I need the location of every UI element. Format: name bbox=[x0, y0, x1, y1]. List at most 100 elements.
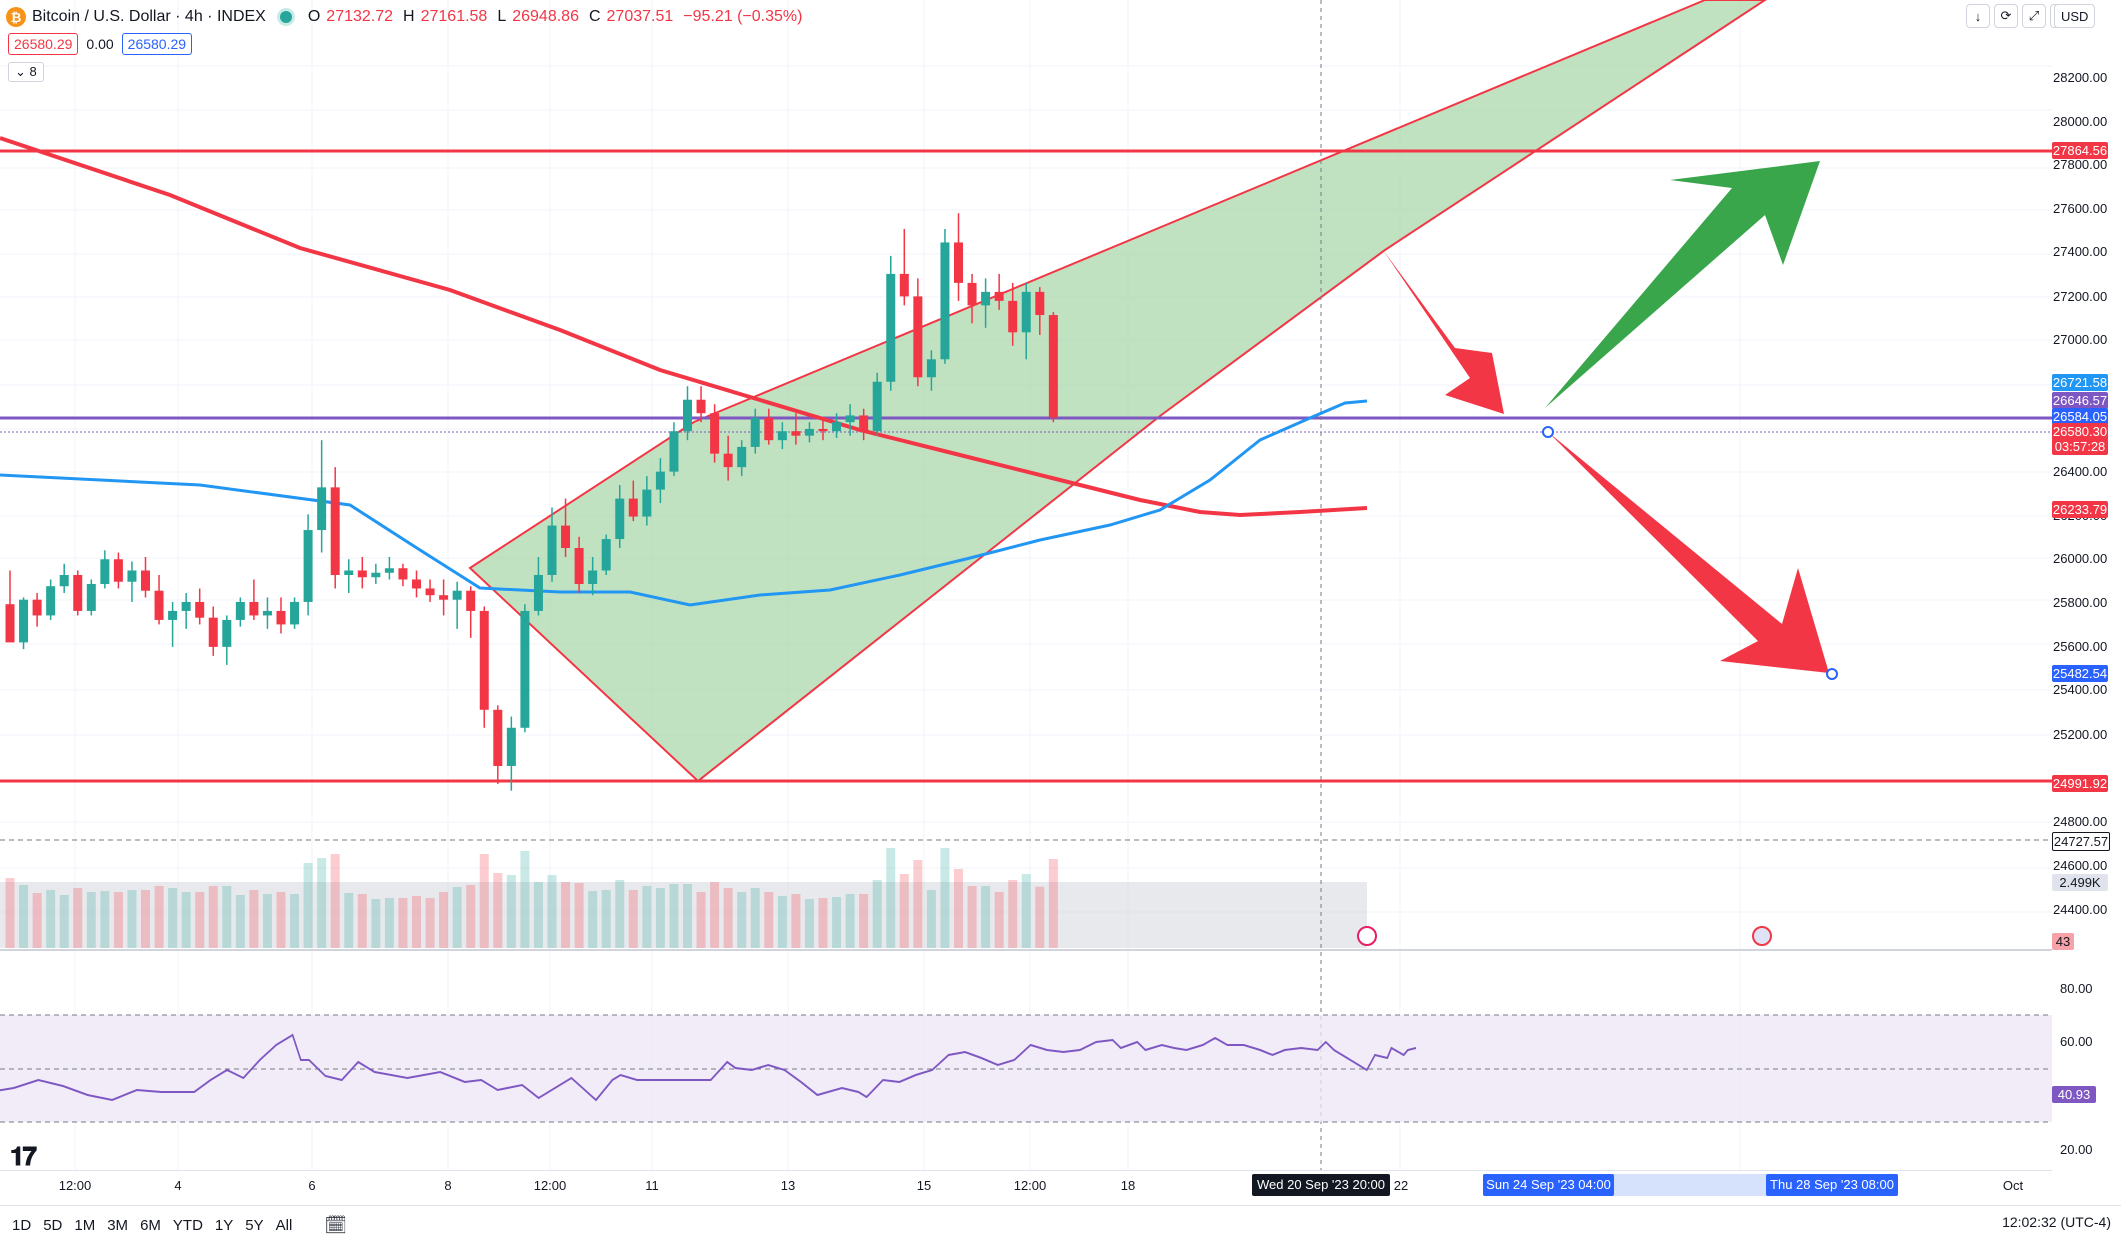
refresh-icon[interactable]: ⟳ bbox=[1994, 4, 2018, 28]
candle-body[interactable] bbox=[872, 381, 882, 432]
candle-body[interactable] bbox=[86, 583, 96, 611]
candle-body[interactable] bbox=[520, 610, 530, 728]
candle-body[interactable] bbox=[804, 428, 814, 436]
candle-body[interactable] bbox=[208, 617, 218, 647]
candle-body[interactable] bbox=[181, 601, 191, 611]
candle-body[interactable] bbox=[398, 568, 408, 580]
candle-body[interactable] bbox=[5, 604, 15, 643]
date-range-icon[interactable]: 🗓 bbox=[324, 1214, 348, 1235]
candle-body[interactable] bbox=[46, 586, 56, 616]
candle-body[interactable] bbox=[737, 446, 747, 468]
candle-body[interactable] bbox=[628, 498, 638, 517]
tradingview-logo[interactable]: 𝟏𝟕 bbox=[10, 1141, 37, 1171]
candle-body[interactable] bbox=[506, 727, 516, 766]
candle-body[interactable] bbox=[764, 417, 774, 441]
sell-price-button[interactable]: 26580.29 bbox=[8, 33, 79, 55]
candle-body[interactable] bbox=[994, 291, 1004, 301]
target-point-1[interactable] bbox=[1542, 426, 1554, 438]
candle-body[interactable] bbox=[357, 570, 367, 578]
candle-body[interactable] bbox=[954, 242, 963, 283]
candle-body[interactable] bbox=[344, 570, 354, 575]
red-arrow-down[interactable] bbox=[1548, 432, 1829, 673]
range-button-1d[interactable]: 1D bbox=[12, 1216, 32, 1234]
candle-body[interactable] bbox=[235, 601, 245, 620]
candle-body[interactable] bbox=[141, 570, 150, 591]
candle-body[interactable] bbox=[479, 610, 489, 710]
candle-body[interactable] bbox=[303, 530, 313, 602]
candle-body[interactable] bbox=[669, 431, 679, 472]
candle-body[interactable] bbox=[113, 559, 123, 582]
candle-body[interactable] bbox=[696, 399, 706, 414]
candle-body[interactable] bbox=[425, 588, 435, 596]
candle-body[interactable] bbox=[32, 599, 42, 616]
candle-body[interactable] bbox=[615, 498, 625, 540]
candle-body[interactable] bbox=[127, 570, 137, 582]
event-icon-flag[interactable] bbox=[1752, 926, 1772, 946]
symbol-title[interactable]: Bitcoin / U.S. Dollar · 4h · INDEX bbox=[32, 8, 266, 25]
candle-body[interactable] bbox=[601, 539, 611, 571]
candle-body[interactable] bbox=[547, 525, 557, 575]
candle-body[interactable] bbox=[1021, 291, 1031, 333]
fullscreen-icon[interactable]: ⤢ bbox=[2022, 4, 2046, 28]
candle-body[interactable] bbox=[845, 415, 855, 423]
candle-body[interactable] bbox=[371, 572, 381, 578]
candle-body[interactable] bbox=[750, 417, 760, 447]
candle-body[interactable] bbox=[940, 242, 950, 360]
rising-wedge-pattern[interactable] bbox=[468, 0, 1767, 783]
candle-body[interactable] bbox=[683, 399, 692, 432]
candle-body[interactable] bbox=[466, 590, 476, 611]
red-arrow-short[interactable] bbox=[1383, 250, 1504, 414]
candle-body[interactable] bbox=[276, 610, 286, 625]
candle-body[interactable] bbox=[1008, 300, 1018, 333]
candle-body[interactable] bbox=[222, 619, 232, 647]
candle-body[interactable] bbox=[533, 574, 543, 611]
candle-body[interactable] bbox=[100, 559, 110, 584]
clock[interactable]: 12:02:32 (UTC-4) bbox=[2002, 1214, 2111, 1230]
candle-body[interactable] bbox=[1035, 291, 1045, 316]
indicators-toggle[interactable]: ⌄ 8 bbox=[8, 62, 44, 82]
range-button-6m[interactable]: 6M bbox=[140, 1216, 161, 1234]
candle-body[interactable] bbox=[195, 601, 205, 618]
candle-body[interactable] bbox=[642, 489, 652, 517]
candle-body[interactable] bbox=[859, 415, 869, 432]
candle-body[interactable] bbox=[818, 428, 828, 432]
range-button-ytd[interactable]: YTD bbox=[172, 1216, 203, 1234]
candle-body[interactable] bbox=[317, 487, 327, 531]
candle-body[interactable] bbox=[439, 595, 449, 600]
candle-body[interactable] bbox=[290, 601, 300, 625]
candle-body[interactable] bbox=[981, 291, 991, 306]
candle-body[interactable] bbox=[588, 570, 598, 584]
event-icon-lightning[interactable] bbox=[1357, 926, 1377, 946]
candle-body[interactable] bbox=[791, 431, 801, 436]
currency-select[interactable]: USD bbox=[2054, 4, 2096, 28]
candle-body[interactable] bbox=[452, 590, 462, 600]
candle-body[interactable] bbox=[832, 422, 842, 432]
range-button-1m[interactable]: 1M bbox=[74, 1216, 96, 1234]
candle-body[interactable] bbox=[926, 359, 936, 378]
candle-body[interactable] bbox=[262, 610, 272, 616]
green-arrow-up[interactable] bbox=[1545, 161, 1820, 408]
range-button-5y[interactable]: 5Y bbox=[245, 1216, 264, 1234]
candle-body[interactable] bbox=[19, 599, 29, 643]
target-point-2[interactable] bbox=[1826, 668, 1838, 680]
candle-body[interactable] bbox=[1048, 315, 1058, 418]
candle-body[interactable] bbox=[330, 487, 340, 575]
time-axis[interactable] bbox=[0, 1170, 2052, 1199]
candle-body[interactable] bbox=[723, 453, 733, 468]
candle-body[interactable] bbox=[412, 579, 421, 589]
candle-body[interactable] bbox=[154, 590, 164, 620]
candle-body[interactable] bbox=[777, 431, 787, 441]
candle-body[interactable] bbox=[384, 568, 394, 573]
candle-body[interactable] bbox=[710, 413, 720, 454]
candle-body[interactable] bbox=[168, 610, 178, 620]
candle-body[interactable] bbox=[655, 471, 665, 490]
candle-body[interactable] bbox=[913, 296, 923, 378]
candle-body[interactable] bbox=[886, 273, 896, 382]
candle-body[interactable] bbox=[899, 273, 909, 297]
buy-price-button[interactable]: 26580.29 bbox=[121, 33, 193, 55]
range-button-1y[interactable]: 1Y bbox=[214, 1216, 234, 1234]
range-button-3m[interactable]: 3M bbox=[107, 1216, 129, 1234]
symbol-header[interactable]: ₿ Bitcoin / U.S. Dollar · 4h · INDEX O 27… bbox=[6, 4, 806, 30]
candle-body[interactable] bbox=[59, 574, 69, 587]
